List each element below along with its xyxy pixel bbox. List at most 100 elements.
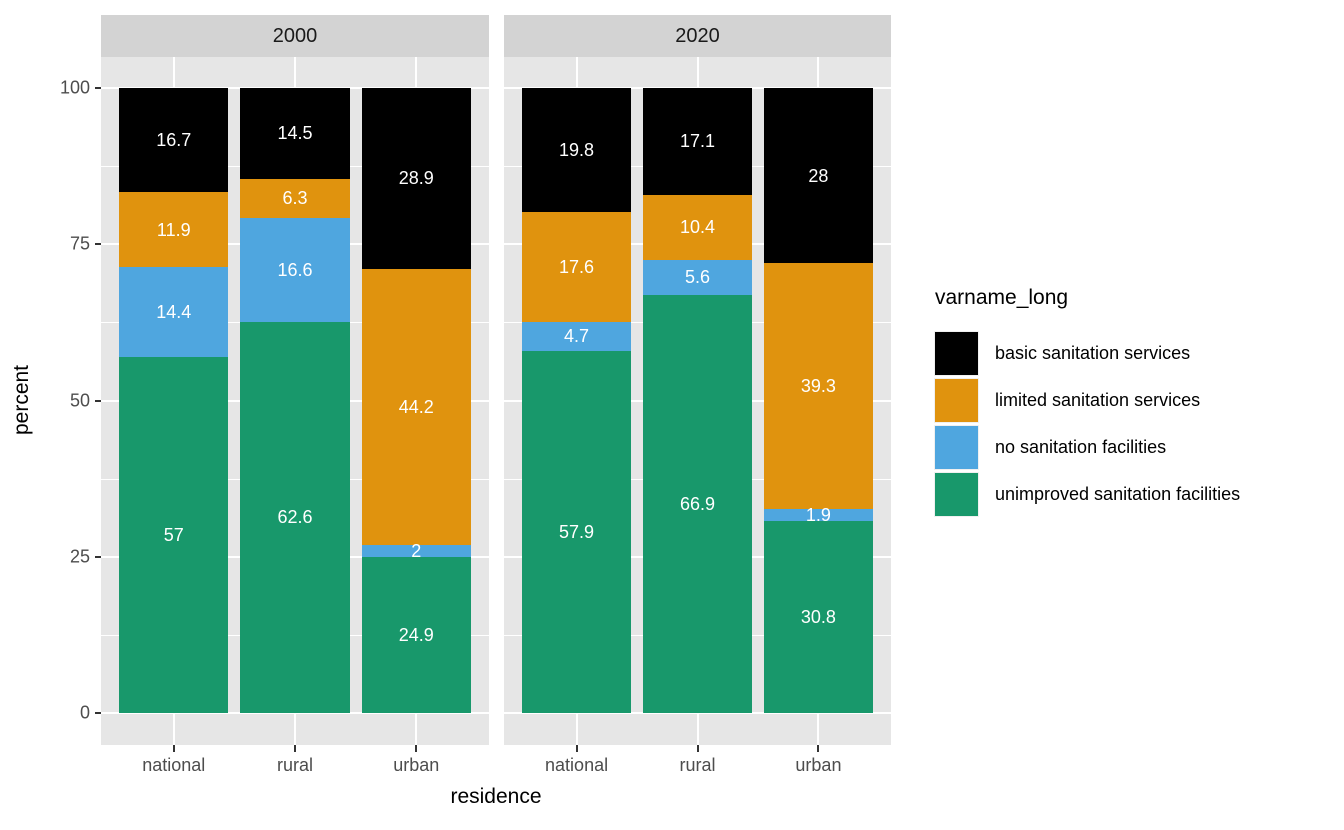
bar-value-label: 14.5 [277,123,313,144]
y-axis-tick-label: 75 [69,233,90,254]
y-axis-tick-label: 50 [69,390,90,410]
facet-strip-label: 2020 [675,24,720,47]
x-axis-tick-label: national [545,755,609,775]
x-axis-tick-label: national [142,755,206,775]
x-axis-tick-label: rural [679,755,716,775]
bar-segment: 66.9 [643,294,752,713]
legend-key-swatch [935,379,978,422]
bar-value-label: 5.6 [684,267,711,288]
bar-segment: 10.4 [643,194,752,260]
bar-segment: 6.3 [240,178,350,218]
facet-strip: 2000 [101,15,489,57]
stacked-bar: 17.1 10.4 5.6 66.9 [643,88,752,713]
bar-value-label: 19.8 [559,139,595,160]
legend-entry: no sanitation facilities [935,426,1240,469]
bar-segment: 11.9 [119,192,229,267]
stacked-bar: 16.7 11.9 14.4 57 [119,88,229,713]
x-axis-tick [294,745,296,752]
bar-segment: 19.8 [522,88,631,212]
bar-value-label: 17.1 [679,131,716,152]
x-axis-tick [817,745,820,752]
y-axis-tick [95,87,101,89]
legend-entry: unimproved sanitation facilities [935,473,1240,516]
y-axis-tick-label: 0 [79,702,90,723]
legend-title: varname_long [935,286,1069,309]
bar-value-label: 66.9 [679,493,716,514]
legend-entry-label: no sanitation facilities [995,437,1167,457]
y-axis-tick [95,399,101,402]
y-axis-tick [95,555,101,558]
bar-segment: 57.9 [522,351,631,713]
bar-segment: 28.9 [361,88,471,269]
bar-segment: 57 [119,356,229,713]
bar-value-label: 1.9 [805,504,831,525]
stacked-bar: 14.5 6.3 16.6 62.6 [240,88,350,713]
bar-segment: 5.6 [643,259,752,295]
bar-value-label: 24.9 [398,625,434,646]
legend-entry: limited sanitation services [935,379,1240,422]
legend-key-swatch [935,473,978,516]
x-axis-tick [696,745,699,752]
bar-segment: 30.8 [764,520,873,713]
bar-value-label: 11.9 [156,219,191,240]
bar-value-label: 14.4 [156,301,192,322]
x-axis-tick [575,745,578,752]
bar-value-label: 57 [163,524,184,545]
bar-value-label: 16.6 [277,259,313,280]
bar-value-label: 30.8 [800,606,836,627]
legend: varname_long basic sanitation services li… [935,286,1240,520]
bar-segment: 14.5 [240,88,350,179]
bar-segment: 2 [361,541,471,562]
facet-strip-label: 2000 [272,24,318,47]
bar-segment: 24.9 [361,557,471,713]
stacked-bar: 28 39.3 1.9 30.8 [764,88,873,713]
bar-segment: 39.3 [764,263,873,509]
bar-value-label: 2 [411,541,422,562]
x-axis-tick-label: urban [795,755,842,775]
facet-panel: 16.7 11.9 14.4 57 14.5 6.3 16.6 62.6 28.9 44.2 2 24… [101,57,489,745]
x-axis-tick-label: urban [393,755,440,775]
bar-value-label: 6.3 [282,188,308,209]
bar-value-label: 44.2 [398,396,434,417]
bar-segment: 4.7 [522,321,631,352]
bar-segment: 14.4 [119,266,229,357]
bar-segment: 62.6 [240,321,350,713]
legend-entry-label: limited sanitation services [995,390,1201,410]
bar-value-label: 17.6 [559,256,595,277]
x-axis-tick [172,745,175,752]
bar-segment: 17.1 [643,88,752,195]
bar-segment: 16.6 [240,218,350,322]
bar-value-label: 57.9 [559,522,595,543]
bar-segment: 28 [764,88,873,263]
bar-segment: 17.6 [522,211,631,322]
x-axis-title: residence [450,785,542,808]
legend-entry-label: unimproved sanitation facilities [995,484,1241,504]
facet-panel: 19.8 17.6 4.7 57.9 17.1 10.4 5.6 66.9 28 39.3 1.9 3… [504,57,891,745]
bar-value-label: 16.7 [156,130,192,151]
y-axis-tick [95,243,101,246]
y-axis-tick [95,712,101,714]
legend-key-swatch [935,426,978,469]
bar-value-label: 28 [808,165,829,186]
bar-value-label: 28.9 [398,168,434,189]
bar-segment: 44.2 [361,268,471,545]
bar-value-label: 62.6 [277,507,313,528]
legend-entry: basic sanitation services [935,332,1240,375]
stacked-bar: 28.9 44.2 2 24.9 [361,88,471,713]
y-axis-tick-label: 100 [59,77,90,98]
bar-segment: 1.9 [764,504,873,525]
y-axis-title: percent [10,364,33,436]
facet-strip: 2020 [504,15,891,57]
bar-value-label: 4.7 [564,326,590,347]
bar-value-label: 10.4 [679,217,716,238]
bar-value-label: 39.3 [800,375,836,396]
x-axis-tick-label: rural [276,755,314,775]
legend-entries: basic sanitation services limited sanitat… [935,332,1240,516]
legend-key-swatch [935,332,978,375]
stacked-bar: 19.8 17.6 4.7 57.9 [522,88,631,713]
bar-segment: 16.7 [119,88,229,193]
x-axis-tick [415,745,418,752]
legend-entry-label: basic sanitation services [995,343,1191,363]
y-axis-tick-label: 25 [69,546,90,567]
